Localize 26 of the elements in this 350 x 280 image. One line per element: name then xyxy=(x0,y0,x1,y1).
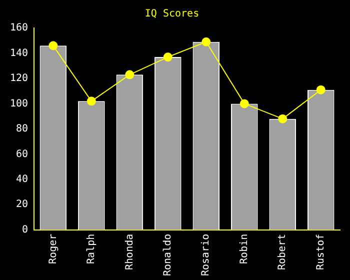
x-tick-label: Rustof xyxy=(315,234,326,270)
point xyxy=(48,41,58,50)
y-tick-label: 120 xyxy=(10,73,28,84)
x-tick-label: Robin xyxy=(238,234,250,264)
y-tick-label: 160 xyxy=(10,22,28,34)
y-tick-label: 20 xyxy=(16,199,28,210)
y-tick-label: 100 xyxy=(10,98,28,110)
chart-title: IQ Scores xyxy=(144,8,200,20)
point xyxy=(278,114,288,124)
y-tick-label: 40 xyxy=(16,174,28,185)
y-tick-label: 80 xyxy=(16,124,28,135)
point xyxy=(163,52,172,62)
point xyxy=(240,99,249,108)
point xyxy=(316,85,326,94)
x-tick-label: Ronaldo xyxy=(162,234,174,276)
y-tick-label: 60 xyxy=(16,148,28,160)
point xyxy=(202,37,211,46)
x-tick-label: Rosario xyxy=(200,234,212,276)
x-tick-label: Roger xyxy=(48,234,59,264)
y-tick-label: 0 xyxy=(22,224,28,236)
x-tick-label: Rhonda xyxy=(124,234,136,270)
point xyxy=(125,70,134,80)
x-tick-label: Robert xyxy=(277,234,288,270)
point xyxy=(86,96,96,106)
x-tick-label: Ralph xyxy=(86,234,98,264)
y-tick-label: 140 xyxy=(10,48,28,59)
